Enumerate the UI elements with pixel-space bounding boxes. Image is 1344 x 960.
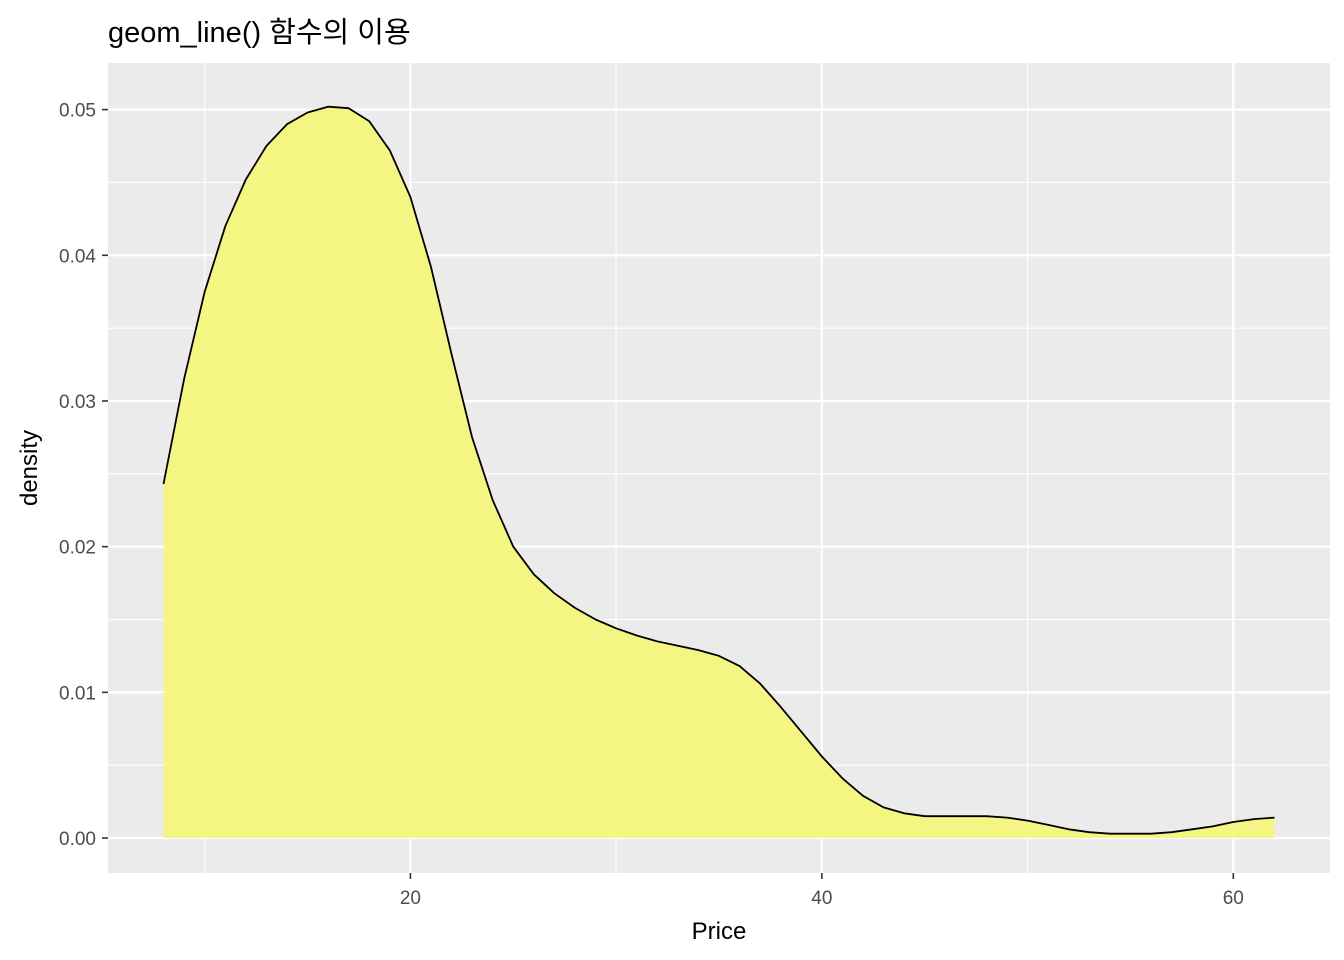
x-tick-label: 40: [811, 888, 832, 909]
x-tick-label: 60: [1223, 888, 1244, 909]
y-tick-labels: 0.00 0.01 0.02 0.03 0.04 0.05: [59, 101, 96, 850]
x-axis-title: Price: [692, 918, 747, 945]
y-tick-label: 0.01: [59, 683, 96, 704]
density-marks: [162, 105, 1275, 838]
y-axis-title: density: [16, 430, 43, 506]
y-tick-label: 0.02: [59, 538, 96, 559]
chart-title: geom_line() 함수의 이용: [108, 17, 411, 49]
density-area: [163, 106, 1275, 838]
y-tick-label: 0.04: [59, 246, 96, 267]
axis-ticks: [102, 108, 1235, 879]
x-tick-labels: 20 40 60: [400, 888, 1244, 909]
density-line: [162, 105, 1275, 835]
y-tick-label: 0.03: [59, 392, 96, 413]
x-tick-label: 20: [400, 888, 421, 909]
y-tick-label: 0.05: [59, 101, 96, 122]
y-tick-label: 0.00: [59, 829, 96, 850]
